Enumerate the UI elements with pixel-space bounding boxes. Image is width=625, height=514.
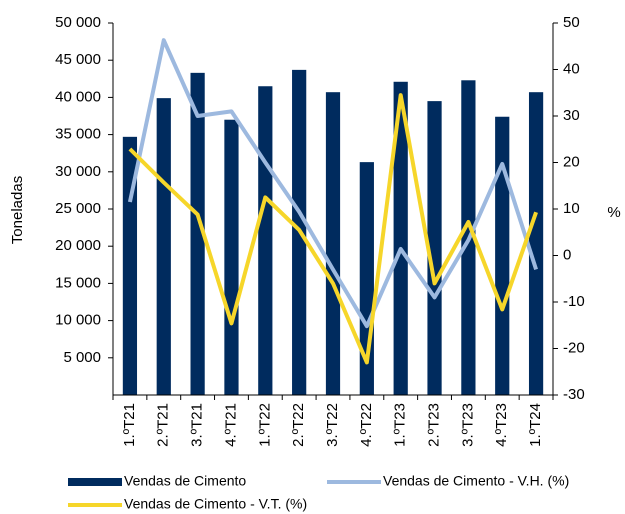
y2-tick-label: 10 — [563, 200, 580, 217]
x-tick-label: 1.ºT24 — [527, 403, 544, 447]
x-tick-label: 1.ºT21 — [121, 403, 138, 447]
bar — [190, 72, 205, 396]
bar — [156, 98, 171, 396]
bar — [122, 136, 138, 395]
y2-tick-label: -10 — [563, 293, 585, 310]
y-tick-label: 50 000 — [55, 14, 101, 31]
bar — [427, 101, 442, 396]
line — [127, 38, 538, 329]
x-tick-label: 4.ºT22 — [358, 403, 375, 447]
y2-tick-label: -30 — [563, 386, 585, 403]
y-tick-label: 30 000 — [55, 163, 101, 180]
x-tick-label: 4.ºT21 — [222, 403, 239, 447]
x-tick-label: 1.ºT22 — [256, 403, 273, 447]
bar — [224, 119, 239, 395]
legend-label: Vendas de Cimento — [124, 473, 246, 489]
bar — [528, 92, 544, 395]
y-tick-label: 40 000 — [55, 88, 101, 105]
y-tick-label: 25 000 — [55, 200, 101, 217]
x-tick-label: 2.ºT21 — [155, 403, 172, 447]
x-tick-label: 2.ºT22 — [290, 403, 307, 447]
y2-axis-label: % — [607, 204, 620, 221]
y-tick-label: 5 000 — [63, 349, 101, 366]
y-tick-label: 20 000 — [55, 237, 101, 254]
x-tick-label: 3.ºT22 — [324, 403, 341, 447]
y2-tick-label: 20 — [563, 153, 580, 170]
y2-tick-label: -20 — [563, 339, 585, 356]
x-tick-label: 1.ºT23 — [392, 403, 409, 447]
y-tick-label: 45 000 — [55, 51, 101, 68]
legend-swatch — [68, 478, 122, 486]
x-tick-label: 3.ºT23 — [459, 403, 476, 447]
y-tick-label: 10 000 — [55, 312, 101, 329]
legend-label: Vendas de Cimento - V.H. (%) — [383, 473, 569, 489]
bar — [325, 92, 341, 395]
bar — [393, 81, 408, 395]
x-tick-label: 2.ºT23 — [426, 403, 443, 447]
y-axis-label: Toneladas — [9, 176, 26, 244]
y-tick-label: 35 000 — [55, 126, 101, 143]
x-tick-label: 3.ºT21 — [189, 403, 206, 447]
x-tick-label: 4.ºT23 — [493, 403, 510, 447]
y2-tick-label: 30 — [563, 107, 580, 124]
y2-tick-label: 40 — [563, 60, 580, 77]
legend-label: Vendas de Cimento - V.T. (%) — [124, 496, 307, 512]
y2-tick-label: 0 — [563, 246, 571, 263]
bar — [495, 116, 510, 395]
bar — [258, 86, 273, 396]
y-tick-label: 15 000 — [55, 274, 101, 291]
y2-tick-label: 50 — [563, 14, 580, 31]
line — [128, 93, 538, 365]
